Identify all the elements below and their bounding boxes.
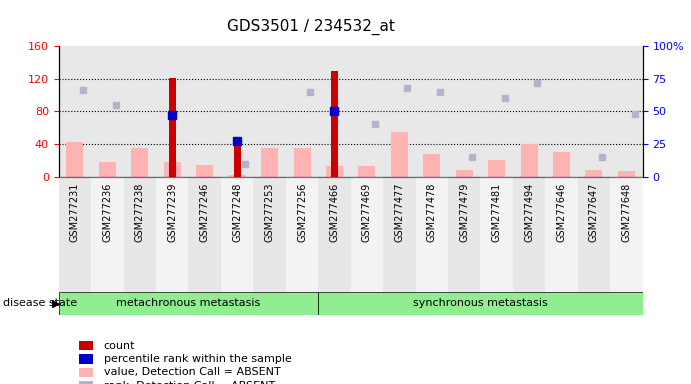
Bar (164, 162, 181, 177)
Bar (254, 177, 286, 292)
Text: value, Detection Call = ABSENT: value, Detection Call = ABSENT (104, 367, 281, 377)
Text: GSM277231: GSM277231 (70, 182, 80, 242)
Text: rank, Detection Call = ABSENT: rank, Detection Call = ABSENT (104, 381, 275, 384)
Bar (383, 177, 415, 292)
Text: GDS3501 / 234532_at: GDS3501 / 234532_at (227, 19, 395, 35)
Text: GSM277248: GSM277248 (232, 182, 242, 242)
Bar (350, 177, 383, 292)
Text: GSM277236: GSM277236 (102, 182, 113, 242)
Text: GSM277647: GSM277647 (589, 182, 599, 242)
Text: GSM277238: GSM277238 (135, 182, 145, 242)
Bar (59, 292, 319, 315)
Text: GSM277478: GSM277478 (427, 182, 437, 242)
Bar (286, 177, 319, 292)
Text: GSM277253: GSM277253 (265, 182, 274, 242)
Bar (319, 177, 350, 292)
Text: GSM277466: GSM277466 (330, 182, 339, 242)
Text: GSM277494: GSM277494 (524, 182, 534, 242)
Bar (480, 177, 513, 292)
Text: GSM277246: GSM277246 (200, 182, 209, 242)
Bar (261, 148, 278, 177)
Text: GSM277646: GSM277646 (556, 182, 567, 242)
Bar (359, 166, 375, 177)
Text: synchronous metastasis: synchronous metastasis (413, 298, 548, 308)
Bar (294, 148, 310, 177)
Text: disease state: disease state (3, 298, 77, 308)
Text: metachronous metastasis: metachronous metastasis (116, 298, 261, 308)
Text: GSM277481: GSM277481 (492, 182, 502, 242)
Text: GSM277469: GSM277469 (362, 182, 372, 242)
Bar (618, 171, 635, 177)
Text: GSM277477: GSM277477 (395, 182, 404, 242)
Bar (331, 71, 338, 177)
Bar (221, 177, 254, 292)
Bar (156, 177, 189, 292)
Bar (488, 161, 505, 177)
Bar (391, 132, 408, 177)
Bar (455, 170, 473, 177)
Bar (234, 137, 240, 177)
Text: GSM277648: GSM277648 (621, 182, 632, 242)
Bar (545, 177, 578, 292)
Bar (59, 177, 91, 292)
Bar (66, 142, 84, 177)
Bar (585, 170, 603, 177)
Bar (448, 177, 480, 292)
Bar (578, 177, 610, 292)
Bar (131, 148, 149, 177)
Bar (91, 177, 124, 292)
Text: count: count (104, 341, 135, 351)
Text: GSM277239: GSM277239 (167, 182, 178, 242)
Bar (520, 144, 538, 177)
Bar (553, 152, 570, 177)
Text: GSM277479: GSM277479 (460, 182, 469, 242)
Bar (169, 78, 176, 177)
Bar (319, 292, 643, 315)
Text: GSM277256: GSM277256 (297, 182, 307, 242)
Bar (229, 175, 246, 177)
Bar (196, 165, 214, 177)
Bar (326, 166, 343, 177)
Bar (610, 177, 643, 292)
Bar (513, 177, 545, 292)
Bar (189, 177, 221, 292)
Bar (124, 177, 156, 292)
Bar (99, 162, 116, 177)
Bar (415, 177, 448, 292)
Text: ▶: ▶ (52, 298, 60, 308)
Bar (424, 154, 440, 177)
Text: percentile rank within the sample: percentile rank within the sample (104, 354, 292, 364)
